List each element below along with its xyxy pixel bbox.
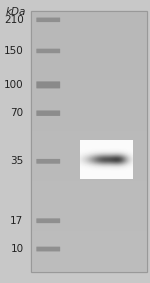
FancyBboxPatch shape — [36, 246, 60, 252]
Text: 17: 17 — [10, 216, 24, 226]
Bar — [31, 11, 147, 272]
FancyBboxPatch shape — [36, 218, 60, 223]
Text: 35: 35 — [10, 156, 24, 166]
Text: 100: 100 — [4, 80, 24, 90]
FancyBboxPatch shape — [36, 18, 60, 22]
Text: kDa: kDa — [6, 7, 26, 17]
FancyBboxPatch shape — [36, 159, 60, 164]
FancyBboxPatch shape — [36, 110, 60, 116]
Text: 10: 10 — [10, 244, 24, 254]
FancyBboxPatch shape — [36, 82, 60, 88]
FancyBboxPatch shape — [36, 49, 60, 53]
Text: 150: 150 — [4, 46, 24, 56]
Text: 210: 210 — [4, 15, 24, 25]
Bar — [31, 11, 147, 272]
Text: 70: 70 — [10, 108, 24, 118]
